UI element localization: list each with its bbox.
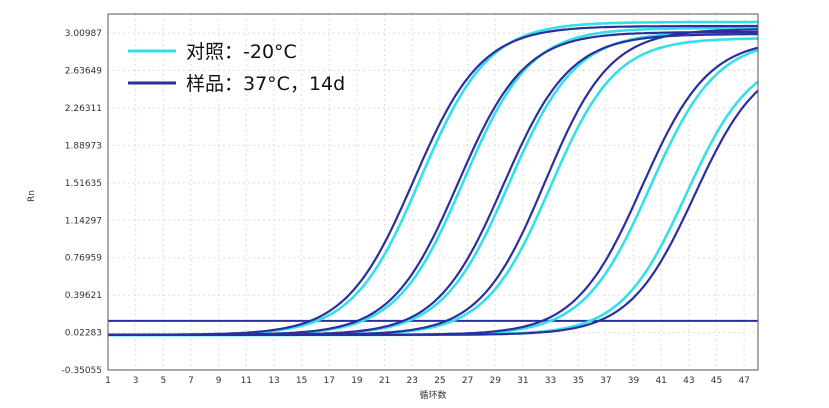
y-tick-label: 3.00987 — [65, 29, 102, 39]
curves — [108, 20, 759, 337]
x-tick-label: 41 — [655, 376, 666, 386]
y-tick-label: 2.63649 — [65, 67, 102, 77]
y-tick-label: 1.14297 — [65, 216, 102, 226]
x-tick-label: 19 — [351, 376, 363, 386]
x-tick-label: 23 — [407, 376, 418, 386]
x-tick-label: 39 — [628, 376, 640, 386]
x-tick-label: 21 — [379, 376, 390, 386]
legend: 对照：-20°C 样品：37°C，14d — [128, 41, 345, 95]
y-tick-labels: -0.35055 0.02283 0.39621 0.76959 1.14297 1.51… — [62, 29, 103, 376]
x-tick-label: 45 — [711, 376, 722, 386]
grid — [107, 14, 758, 371]
plot-frame — [107, 13, 759, 371]
y-tick-label: 1.88973 — [65, 141, 102, 151]
x-tick-label: 7 — [188, 376, 194, 386]
x-tick-label: 25 — [434, 376, 445, 386]
x-tick-label: 27 — [462, 376, 473, 386]
x-tick-label: 31 — [517, 376, 528, 386]
sample-curve — [108, 89, 759, 336]
legend-label-control: 对照：-20°C — [186, 41, 297, 63]
x-tick-label: 33 — [545, 376, 556, 386]
y-tick-label: 0.39621 — [65, 291, 102, 301]
x-tick-label: 3 — [133, 376, 139, 386]
y-tick-label: 0.02283 — [65, 329, 102, 339]
legend-label-sample: 样品：37°C，14d — [186, 73, 345, 95]
y-tick-label: 2.26311 — [65, 104, 102, 114]
x-tick-label: 35 — [572, 376, 583, 386]
x-tick-label: 17 — [324, 376, 335, 386]
x-tick-label: 47 — [738, 376, 749, 386]
y-tick-label: -0.35055 — [62, 366, 102, 376]
x-tick-label: 29 — [490, 376, 502, 386]
x-tick-label: 1 — [105, 376, 111, 386]
y-tick-label: 0.76959 — [65, 254, 102, 264]
x-tick-label: 43 — [683, 376, 694, 386]
plot-background — [108, 14, 758, 370]
x-tick-labels: 1 3 5 7 9 11 13 15 17 19 21 23 25 27 29 31 33 35 37 39 41 43 4… — [105, 376, 750, 386]
y-tick-label: 1.51635 — [65, 179, 102, 189]
x-tick-label: 13 — [268, 376, 279, 386]
x-axis-label: 循环数 — [419, 389, 446, 401]
x-tick-label: 15 — [296, 376, 307, 386]
x-tick-label: 37 — [600, 376, 611, 386]
x-tick-label: 11 — [241, 376, 252, 386]
x-tick-label: 9 — [216, 376, 222, 386]
y-axis-label: Rn — [27, 190, 37, 202]
x-tick-label: 5 — [160, 376, 166, 386]
